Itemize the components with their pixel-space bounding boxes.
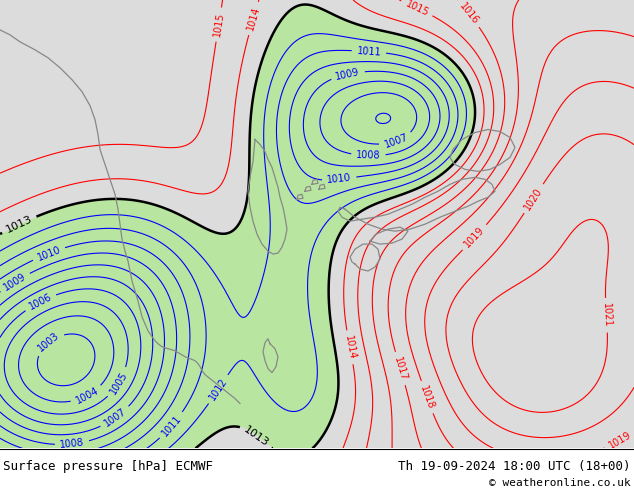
Text: 1008: 1008	[60, 438, 85, 450]
Text: 1013: 1013	[242, 424, 271, 448]
Text: 1021: 1021	[600, 303, 612, 328]
Text: 1014: 1014	[245, 5, 262, 31]
Text: 1009: 1009	[335, 67, 361, 82]
Text: 1010: 1010	[36, 244, 62, 263]
Text: © weatheronline.co.uk: © weatheronline.co.uk	[489, 478, 631, 488]
Text: 1007: 1007	[383, 132, 410, 150]
Text: 1009: 1009	[2, 271, 28, 293]
Text: 1015: 1015	[212, 12, 226, 38]
Text: Surface pressure [hPa] ECMWF: Surface pressure [hPa] ECMWF	[3, 460, 213, 473]
Text: 1011: 1011	[356, 46, 382, 57]
Text: 1003: 1003	[36, 331, 61, 354]
Text: 1014: 1014	[343, 334, 357, 360]
Text: 1016: 1016	[457, 0, 480, 26]
Text: 1019: 1019	[463, 225, 487, 250]
Text: 1004: 1004	[74, 386, 100, 406]
Text: 1020: 1020	[522, 186, 545, 212]
Text: 1011: 1011	[160, 413, 184, 438]
Text: 1005: 1005	[108, 370, 129, 396]
Text: 1007: 1007	[103, 406, 128, 429]
Text: 1012: 1012	[207, 376, 230, 402]
Text: 1017: 1017	[392, 355, 408, 382]
Text: 1018: 1018	[418, 384, 436, 411]
Text: 1010: 1010	[327, 173, 352, 185]
Text: 1006: 1006	[27, 292, 53, 312]
Text: 1015: 1015	[404, 0, 430, 18]
Text: 1008: 1008	[356, 150, 381, 161]
Text: 1013: 1013	[4, 214, 34, 235]
Text: Th 19-09-2024 18:00 UTC (18+00): Th 19-09-2024 18:00 UTC (18+00)	[399, 460, 631, 473]
Text: 1019: 1019	[607, 430, 633, 451]
